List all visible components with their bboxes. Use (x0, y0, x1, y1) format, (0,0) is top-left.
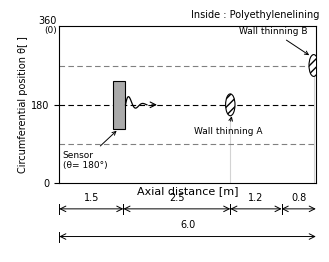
Ellipse shape (309, 54, 318, 77)
Text: 1.5: 1.5 (84, 193, 99, 203)
Text: 1.2: 1.2 (248, 193, 264, 203)
Text: Sensor
(θ= 180°): Sensor (θ= 180°) (63, 132, 116, 170)
Text: 0.8: 0.8 (291, 193, 306, 203)
Y-axis label: Circumferential position θ[ ]: Circumferential position θ[ ] (18, 36, 28, 173)
Text: 6.0: 6.0 (180, 220, 195, 230)
Text: 360: 360 (38, 16, 57, 26)
Ellipse shape (226, 94, 235, 116)
Text: (0): (0) (44, 26, 57, 35)
Text: 2.5: 2.5 (169, 193, 185, 203)
Text: Wall thinning B: Wall thinning B (239, 27, 308, 55)
Text: Wall thinning A: Wall thinning A (194, 117, 263, 136)
Bar (113, 81, 125, 129)
Text: Inside : Polyethylenelining: Inside : Polyethylenelining (191, 10, 319, 20)
X-axis label: Axial distance [m]: Axial distance [m] (137, 186, 238, 196)
